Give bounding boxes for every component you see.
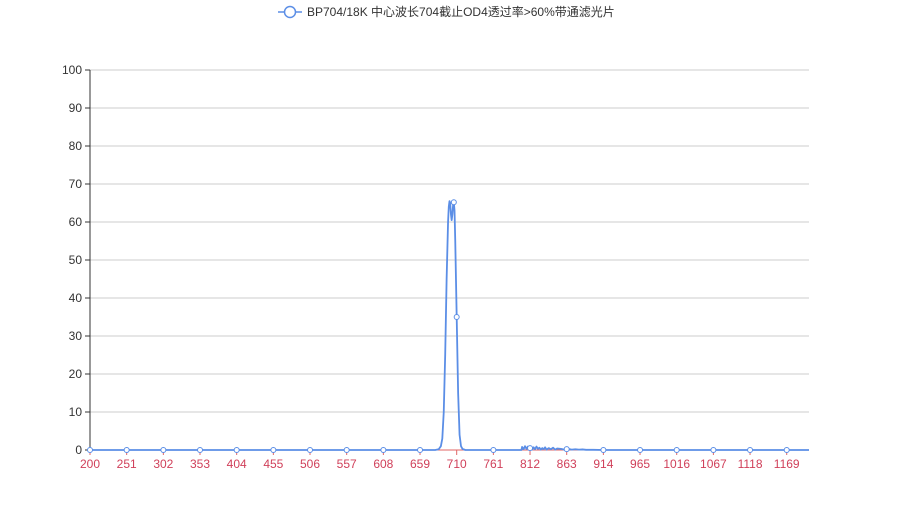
data-point[interactable]	[197, 447, 204, 453]
x-tick-label: 914	[593, 457, 613, 471]
data-point[interactable]	[600, 447, 607, 453]
legend-label: BP704/18K 中心波长704截止OD4透过率>60%带通滤光片	[307, 4, 615, 19]
y-axis: 0 10 20 30 40 50 60 70 80 90 100	[62, 63, 91, 457]
data-point[interactable]	[233, 447, 240, 453]
data-point[interactable]	[490, 447, 497, 453]
y-tick-label: 40	[69, 291, 83, 305]
y-tick-label: 0	[75, 443, 82, 457]
y-tick-label: 10	[69, 405, 83, 419]
x-tick-label: 659	[410, 457, 430, 471]
x-tick-label: 251	[117, 457, 137, 471]
x-tick-label: 302	[153, 457, 173, 471]
y-tick-label: 30	[69, 329, 83, 343]
data-point[interactable]	[563, 446, 570, 453]
data-point[interactable]	[343, 447, 350, 453]
x-axis: 200 251 302 353 404 455 506 557 608 659 710 761 812 8…	[80, 449, 809, 471]
y-tick-label: 80	[69, 139, 83, 153]
x-tick-label: 353	[190, 457, 210, 471]
data-point[interactable]	[783, 447, 790, 453]
data-point[interactable]	[123, 447, 130, 453]
data-point-peak[interactable]	[450, 199, 457, 206]
data-point[interactable]	[453, 314, 460, 320]
x-tick-label: 863	[557, 457, 577, 471]
data-point[interactable]	[270, 447, 277, 453]
data-point[interactable]	[710, 447, 717, 453]
data-point[interactable]	[527, 445, 534, 452]
y-tick-label: 70	[69, 177, 83, 191]
data-point[interactable]	[747, 447, 754, 453]
x-tick-label: 557	[337, 457, 357, 471]
y-tick-label: 50	[69, 253, 83, 267]
x-tick-label: 200	[80, 457, 100, 471]
x-tick-label: 608	[373, 457, 393, 471]
legend-circle-marker	[283, 5, 297, 19]
x-tick-label: 761	[483, 457, 503, 471]
legend[interactable]: BP704/18K 中心波长704截止OD4透过率>60%带通滤光片	[278, 4, 615, 19]
data-point[interactable]	[160, 447, 167, 453]
x-tick-label: 812	[520, 457, 540, 471]
x-tick-label: 506	[300, 457, 320, 471]
data-point[interactable]	[417, 447, 424, 453]
series-line-0[interactable]	[90, 200, 809, 451]
x-tick-label: 404	[227, 457, 247, 471]
series-group	[87, 199, 809, 453]
x-tick-label: 710	[447, 457, 467, 471]
x-tick-label: 965	[630, 457, 650, 471]
x-tick-label: 1118	[738, 457, 763, 471]
y-tick-label: 100	[62, 63, 82, 77]
x-tick-label: 1067	[700, 457, 727, 471]
y-tick-label: 90	[69, 101, 83, 115]
data-point[interactable]	[380, 447, 387, 453]
data-point[interactable]	[87, 447, 93, 453]
y-tick-label: 60	[69, 215, 83, 229]
x-tick-label: 1169	[774, 457, 800, 471]
gridlines	[90, 69, 809, 413]
data-point[interactable]	[673, 447, 680, 453]
data-point[interactable]	[637, 447, 644, 453]
data-point[interactable]	[307, 447, 314, 453]
y-tick-label: 20	[69, 367, 83, 381]
x-tick-label: 1016	[663, 457, 690, 471]
x-tick-label: 455	[263, 457, 283, 471]
